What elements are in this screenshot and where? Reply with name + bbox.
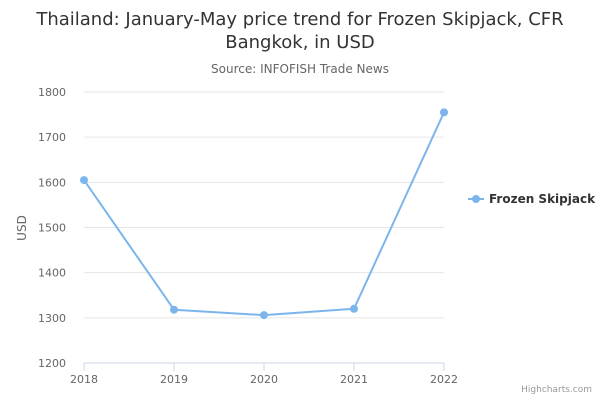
y-tick-label: 1500 (38, 222, 66, 235)
x-tick-label: 2018 (70, 373, 98, 386)
y-tick-label: 1800 (38, 86, 66, 99)
series-group (80, 108, 448, 320)
y-tick-label: 1600 (38, 176, 66, 189)
data-point[interactable] (440, 108, 448, 117)
data-point[interactable] (260, 311, 268, 320)
y-tick-label: 1200 (38, 357, 66, 370)
legend-marker (472, 195, 480, 203)
data-point[interactable] (170, 305, 178, 314)
credits-link[interactable]: Highcharts.com (521, 385, 592, 395)
y-axis-label: USD (15, 215, 29, 241)
y-tick-label: 1700 (38, 131, 66, 144)
grid-lines (84, 91, 444, 364)
data-point[interactable] (80, 176, 88, 185)
chart-title-line-1: Thailand: January-May price trend for Fr… (36, 9, 564, 30)
x-tick-label: 2021 (340, 373, 368, 386)
legend-label-frozen-skipjack: Frozen Skipjack (489, 192, 596, 206)
x-tick-label: 2019 (160, 373, 188, 386)
y-tick-label: 1400 (38, 267, 66, 280)
x-tick-label: 2020 (250, 373, 278, 386)
series-line (83, 111, 445, 317)
data-point[interactable] (350, 304, 358, 313)
chart-subtitle: Source: INFOFISH Trade News (211, 62, 389, 76)
x-axis: 2018 2019 2020 2021 2022 (70, 362, 458, 386)
legend[interactable]: Frozen Skipjack (468, 192, 596, 206)
x-tick-label: 2022 (430, 373, 458, 386)
y-tick-label: 1300 (38, 312, 66, 325)
y-axis-ticks: 1200 1300 1400 1500 1600 1700 1800 (38, 86, 66, 370)
chart-title-line-2: Bangkok, in USD (225, 32, 375, 53)
chart-title: Thailand: January-May price trend for Fr… (0, 8, 600, 54)
